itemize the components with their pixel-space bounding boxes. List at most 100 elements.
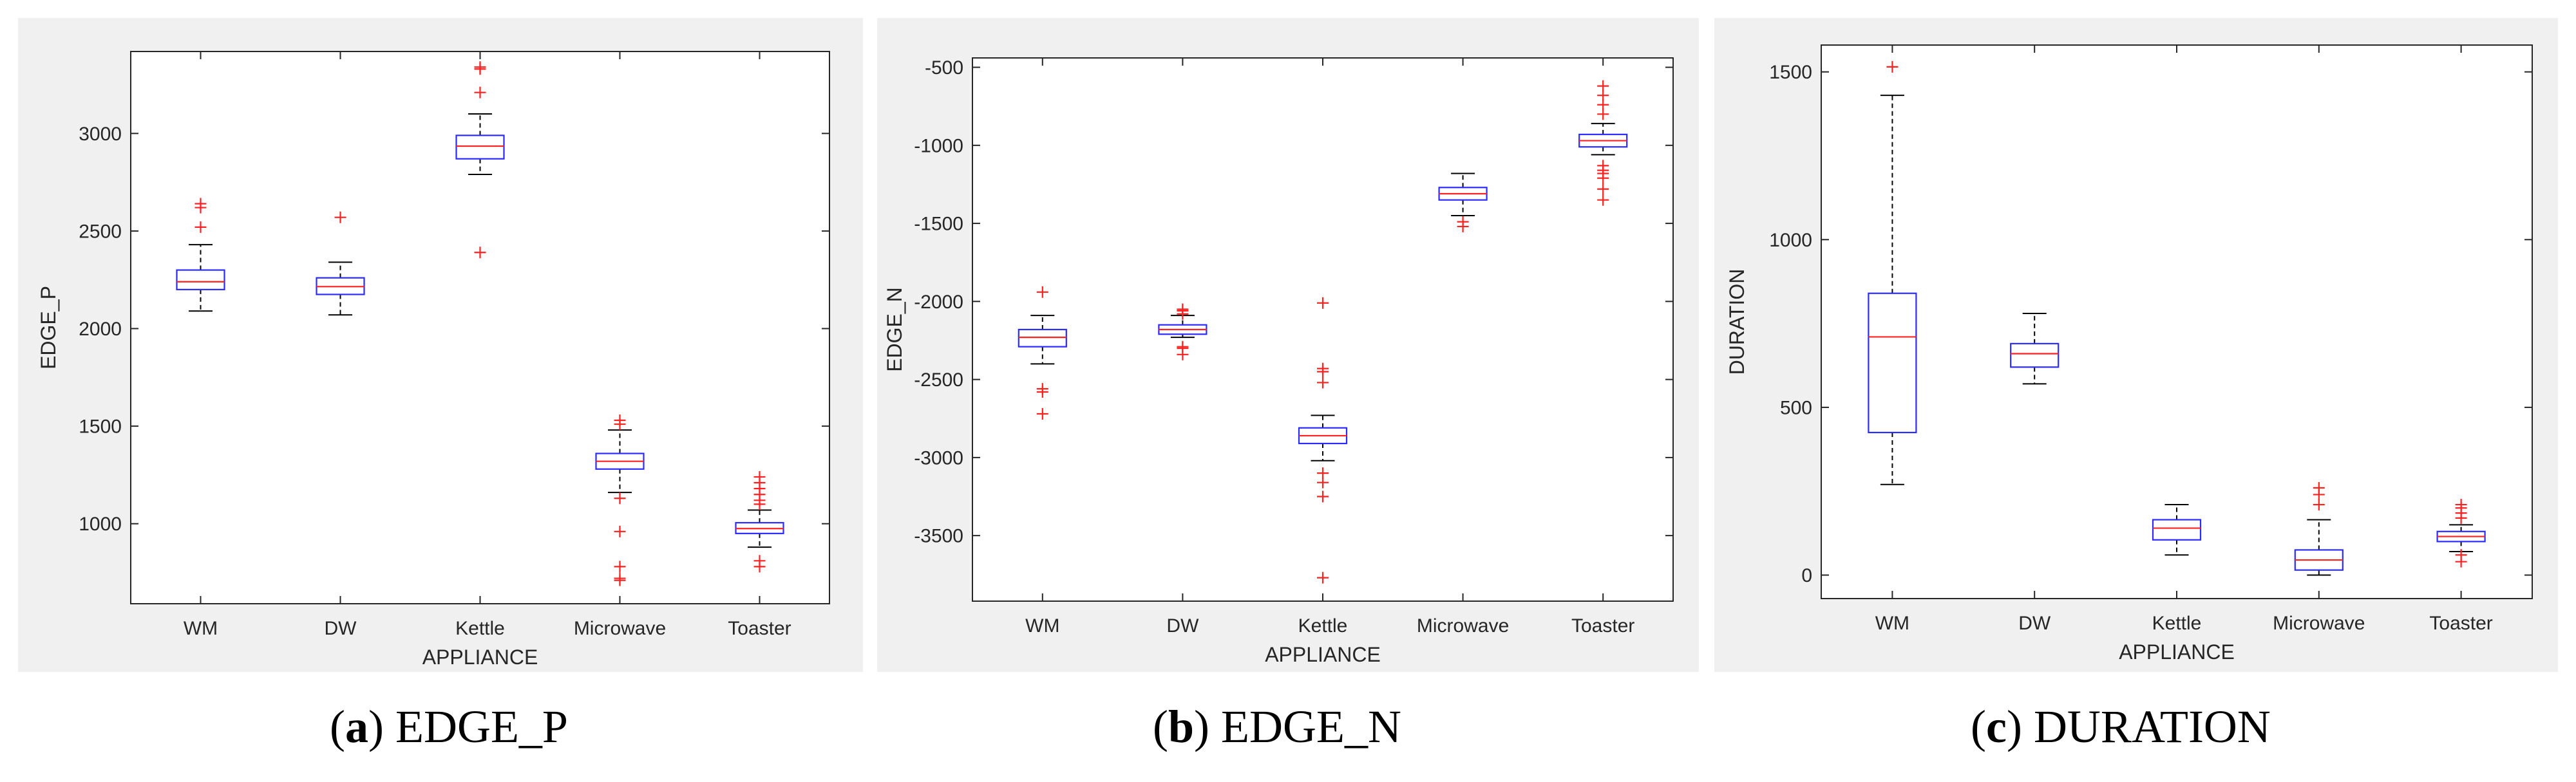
chart2-box-dw [2010, 312, 2060, 385]
outlier-marker [1177, 348, 1189, 360]
chart2-box-microwave [2294, 482, 2344, 576]
chart0-box-dw [316, 211, 365, 316]
box-iqr [2152, 519, 2202, 541]
chart1-ytick-label: -3000 [914, 447, 963, 469]
chart2-xlabel: APPLIANCE [2119, 640, 2235, 664]
chart0-ytick-label: 3000 [79, 124, 122, 145]
outlier-marker [614, 414, 626, 427]
chart1-plot-area [972, 57, 1674, 602]
chart1-ytick-label: -2500 [914, 369, 963, 391]
box-iqr [1018, 328, 1067, 348]
panel-edge-p: 1000 1500 2000 2500 3000 WM DW Kettle Microwave T… [18, 18, 863, 672]
outlier-marker [2455, 499, 2467, 511]
chart2-xtick-label: Microwave [2273, 613, 2365, 634]
outlier-marker [2313, 499, 2325, 511]
chart0-xtick-label: Toaster [728, 618, 791, 639]
chart1-box-dw [1158, 303, 1208, 360]
outlier-marker [194, 221, 207, 233]
chart1-xtick-label: Microwave [1417, 615, 1509, 637]
boxplot-edge-n: -3500 -3000 -2500 -2000 -1500 -1000 -500 WM DW Ke… [883, 57, 1674, 666]
outlier-marker [1036, 286, 1048, 298]
box-iqr [455, 135, 505, 160]
outlier-marker [1457, 220, 1469, 232]
chart1-box-microwave [1438, 172, 1488, 232]
chart1-box-wm [1018, 286, 1067, 420]
chart0-xtick-label: Kettle [455, 618, 505, 639]
chart2-xtick-label: Toaster [2429, 613, 2492, 634]
panel-edge-n: -3500 -3000 -2500 -2000 -1500 -1000 -500 WM DW Ke… [877, 18, 1699, 672]
chart0-box-wm [176, 198, 225, 312]
chart1-box-toaster [1578, 80, 1628, 206]
chart0-ytick-label: 1000 [79, 514, 122, 535]
chart2-ytick-label: 0 [1801, 565, 1812, 586]
outlier-marker [2455, 549, 2467, 561]
chart2-ytick-label: 500 [1780, 397, 1812, 418]
outlier-marker [1597, 108, 1609, 120]
chart0-ytick-label: 2000 [79, 319, 122, 340]
chart1-xtick-label: WM [1025, 615, 1059, 637]
chart2-box-toaster [2436, 499, 2486, 568]
boxplot-duration: 0 500 1000 1500 WM DW Kettle Microwave Toaster AP… [1725, 44, 2533, 664]
outlier-marker [753, 470, 766, 483]
boxplot-edge-p: 1000 1500 2000 2500 3000 WM DW Kettle Microwave T… [37, 51, 830, 669]
caption-c: (c) DURATION [1971, 701, 2271, 752]
outlier-marker [1177, 308, 1189, 320]
chart0-ytick-label: 2500 [79, 221, 122, 242]
caption-b: (b) EDGE_N [1153, 701, 1401, 752]
outlier-marker [1317, 377, 1329, 389]
chart1-ytick-label: -1000 [914, 135, 963, 156]
chart0-plot-area [130, 51, 830, 604]
chart0-box-kettle [455, 61, 505, 259]
outlier-marker [1597, 172, 1609, 184]
chart0-xlabel: APPLIANCE [422, 646, 538, 669]
chart2-ylabel: DURATION [1725, 269, 1748, 375]
chart2-box-wm [1868, 61, 1917, 485]
panel-duration: 0 500 1000 1500 WM DW Kettle Microwave Toaster AP… [1714, 18, 2558, 672]
outlier-marker [753, 555, 766, 567]
chart2-ytick-label: 1500 [1769, 62, 1812, 83]
outlier-marker [1597, 183, 1609, 195]
outlier-marker [1597, 194, 1609, 206]
outlier-marker [614, 574, 626, 586]
outlier-marker [474, 247, 486, 259]
caption-a: (a) EDGE_P [330, 701, 568, 752]
chart2-xtick-label: Kettle [2152, 613, 2202, 634]
chart0-xtick-label: Microwave [574, 618, 666, 639]
chart1-xlabel: APPLIANCE [1265, 643, 1381, 666]
outlier-marker [1317, 366, 1329, 378]
chart2-plot-area [1821, 44, 2533, 599]
outlier-marker [614, 561, 626, 573]
outlier-marker [474, 61, 486, 73]
outlier-marker [1317, 572, 1329, 584]
chart1-xtick-label: Toaster [1571, 615, 1634, 637]
chart1-ytick-label: -500 [925, 57, 963, 79]
outlier-marker [1317, 476, 1329, 489]
chart0-box-toaster [735, 470, 784, 573]
chart1-box-kettle [1298, 297, 1348, 584]
outlier-marker [1886, 61, 1899, 73]
chart0-xtick-label: DW [325, 618, 357, 639]
chart2-box-kettle [2152, 504, 2202, 556]
chart0-ylabel: EDGE_P [37, 286, 60, 369]
chart1-xtick-label: Kettle [1298, 615, 1348, 637]
box-iqr [1868, 292, 1917, 434]
chart0-ytick-label: 1500 [79, 416, 122, 438]
outlier-marker [1036, 386, 1048, 398]
box-iqr [2010, 342, 2060, 368]
outlier-marker [614, 525, 626, 537]
outlier-marker [1317, 490, 1329, 503]
chart0-box-microwave [595, 414, 645, 586]
outlier-marker [1317, 297, 1329, 309]
outlier-marker [474, 86, 486, 98]
chart2-ytick-label: 1000 [1769, 230, 1812, 251]
chart1-xtick-label: DW [1166, 615, 1199, 637]
box-iqr [176, 269, 225, 290]
chart1-ytick-label: -2000 [914, 292, 963, 313]
chart1-ytick-label: -3500 [914, 526, 963, 547]
chart0-xtick-label: WM [184, 618, 218, 639]
chart1-ylabel: EDGE_N [883, 287, 906, 372]
chart2-xtick-label: WM [1875, 613, 1909, 634]
outlier-marker [614, 492, 626, 505]
outlier-marker [194, 198, 207, 210]
chart1-ytick-label: -1500 [914, 214, 963, 235]
